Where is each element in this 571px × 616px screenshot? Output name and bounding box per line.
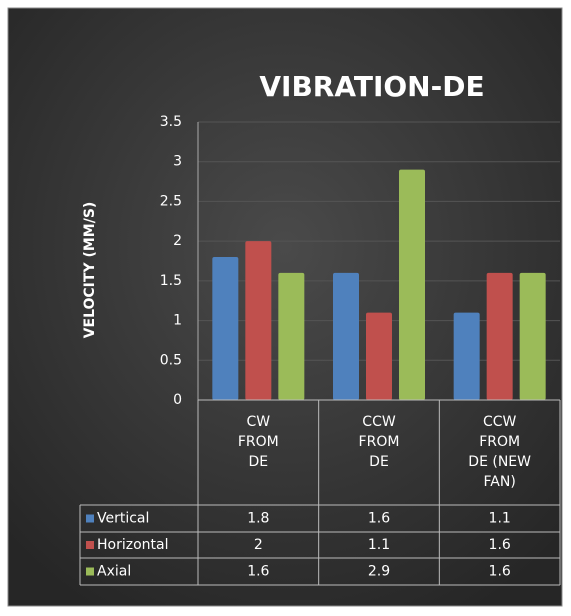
bar — [519, 272, 546, 400]
legend-marker — [86, 567, 94, 576]
table-value: 1.1 — [368, 537, 390, 553]
bar — [333, 272, 359, 400]
table-value: 2.9 — [368, 564, 390, 580]
y-tick-label: 3.5 — [160, 114, 182, 130]
table-value: 1.1 — [489, 511, 511, 527]
legend-marker — [86, 541, 94, 549]
table-value: 1.6 — [247, 564, 269, 580]
y-tick-label: 3 — [173, 154, 182, 170]
bar — [245, 241, 272, 400]
bar — [453, 312, 480, 400]
bar — [278, 272, 305, 400]
bar — [399, 169, 425, 400]
y-tick-label: 0.5 — [160, 352, 182, 368]
legend-label: Horizontal — [97, 537, 168, 553]
table-value: 1.6 — [489, 537, 511, 553]
legend-marker — [86, 514, 94, 523]
legend-label: Axial — [97, 564, 131, 580]
category-label: CCW FROM DE (NEW FAN) — [468, 414, 531, 490]
bar — [212, 257, 239, 400]
y-tick-label: 0 — [173, 392, 182, 408]
chart-title: VIBRATION-DE — [259, 70, 484, 103]
bar — [366, 312, 392, 400]
y-tick-label: 2.5 — [160, 193, 182, 209]
y-tick-label: 2 — [173, 233, 182, 249]
y-axis-title: VELOCITY (MM/S) — [82, 202, 98, 339]
category-label: CW FROM DE — [237, 414, 279, 470]
bar — [486, 272, 513, 400]
category-label: CCW FROM DE — [358, 414, 400, 470]
y-tick-label: 1 — [173, 313, 182, 329]
table-value: 1.6 — [368, 511, 390, 527]
table-value: 1.6 — [489, 564, 511, 580]
y-tick-label: 1.5 — [160, 273, 182, 289]
table-value: 2 — [254, 537, 263, 553]
legend-label: Vertical — [97, 511, 149, 527]
table-value: 1.8 — [247, 511, 269, 527]
